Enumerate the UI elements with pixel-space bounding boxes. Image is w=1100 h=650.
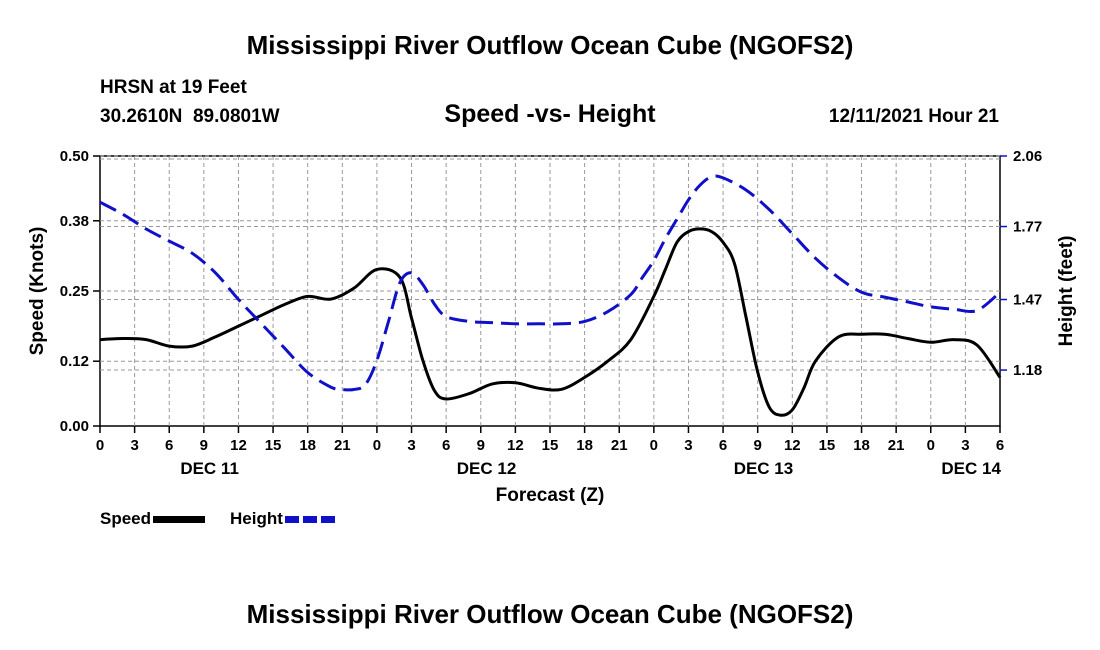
x-tick-label: 6 (719, 437, 727, 454)
y2-tick-label: 1.47 (1013, 292, 1042, 309)
chart-subtitle: Speed -vs- Height (444, 100, 656, 128)
axis-layer: 0.00 0.12 0.25 0.38 0.50 1.18 1.47 1.77 2.06 0 3 6 9… (60, 148, 1042, 478)
y2-axis-label: Height (feet) (1056, 236, 1077, 347)
y2-tick-label: 2.06 (1013, 148, 1042, 165)
x-tick-label: 6 (442, 437, 450, 454)
station-label: HRSN at 19 Feet (100, 77, 247, 98)
legend-speed-label: Speed (100, 509, 152, 528)
coordinates-label: 30.2610N 89.0801W (100, 106, 280, 127)
series-layer (99, 174, 1002, 417)
y-axis-label: Speed (Knots) (27, 227, 48, 356)
x-tick-label: 3 (684, 437, 692, 454)
y-tick-label: 0.12 (60, 353, 89, 370)
x-date-label: DEC 14 (941, 459, 1001, 478)
x-tick-label: 6 (165, 437, 173, 454)
x-tick-label: 21 (888, 437, 905, 454)
grid-layer (100, 155, 1000, 426)
y-tick-label: 0.50 (60, 148, 89, 165)
x-tick-label: 15 (819, 437, 836, 454)
x-tick-label: 6 (996, 437, 1004, 454)
x-tick-label: 12 (784, 437, 801, 454)
speed-series-line (99, 227, 1002, 417)
legend-height: Height (230, 509, 337, 529)
x-tick-label: 0 (650, 437, 658, 454)
x-tick-label: 12 (230, 437, 247, 454)
legend-speed-swatch (153, 516, 206, 524)
x-date-label: DEC 11 (180, 459, 239, 478)
legend-height-swatch (284, 516, 337, 524)
legend-height-label: Height (230, 509, 283, 528)
x-tick-label: 12 (507, 437, 524, 454)
x-axis-label: Forecast (Z) (496, 485, 605, 506)
x-tick-label: 3 (407, 437, 415, 454)
x-tick-label: 21 (611, 437, 628, 454)
y2-tick-label: 1.18 (1013, 362, 1042, 379)
x-tick-label: 0 (927, 437, 935, 454)
x-tick-label: 15 (542, 437, 559, 454)
x-date-label: DEC 12 (457, 459, 517, 478)
x-tick-label: 18 (853, 437, 870, 454)
x-tick-label: 21 (334, 437, 351, 454)
x-tick-label: 18 (299, 437, 316, 454)
x-tick-label: 15 (265, 437, 282, 454)
x-tick-label: 9 (754, 437, 762, 454)
x-tick-label: 3 (961, 437, 969, 454)
x-tick-label: 9 (200, 437, 208, 454)
y-tick-label: 0.38 (60, 213, 89, 230)
x-tick-label: 0 (373, 437, 381, 454)
y-tick-label: 0.00 (60, 418, 89, 435)
y2-tick-label: 1.77 (1013, 219, 1042, 236)
forecast-datetime: 12/11/2021 Hour 21 (828, 106, 999, 127)
x-tick-label: 9 (477, 437, 485, 454)
page-title: Mississippi River Outflow Ocean Cube (NG… (246, 30, 854, 60)
x-tick-label: 3 (130, 437, 138, 454)
legend-speed: Speed (100, 509, 206, 529)
x-tick-label: 18 (576, 437, 593, 454)
x-date-label: DEC 13 (734, 459, 794, 478)
height-series-line (99, 174, 1001, 392)
footer-title: Mississippi River Outflow Ocean Cube (NG… (246, 599, 854, 629)
y-tick-label: 0.25 (60, 283, 89, 300)
x-tick-label: 0 (96, 437, 104, 454)
